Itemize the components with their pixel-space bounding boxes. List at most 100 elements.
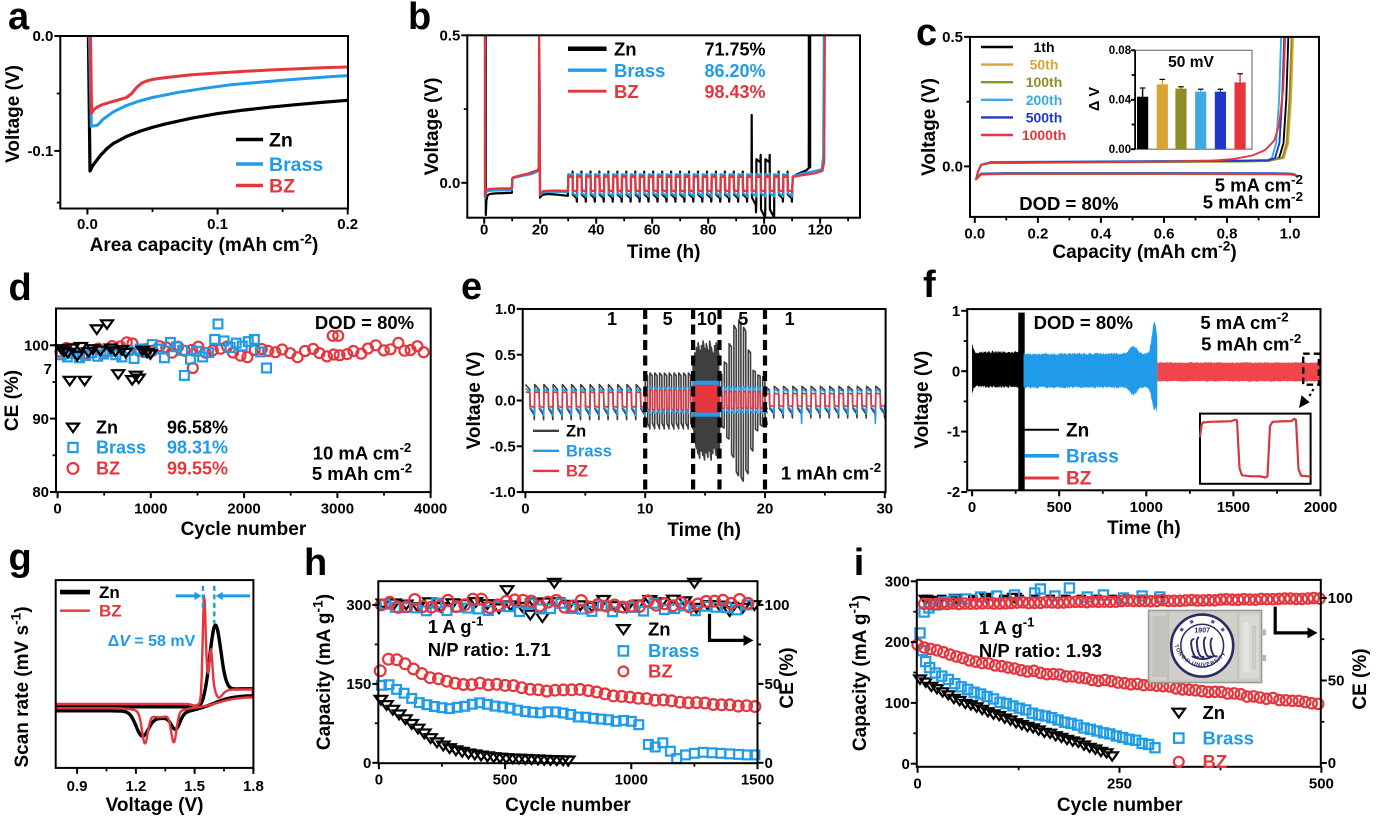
svg-text:3000: 3000 — [321, 501, 354, 518]
svg-text:BZ: BZ — [566, 463, 588, 481]
svg-text:CE (%): CE (%) — [2, 370, 23, 431]
svg-text:-1: -1 — [947, 424, 960, 441]
svg-text:0: 0 — [913, 775, 921, 792]
svg-text:20: 20 — [532, 222, 549, 239]
svg-text:c: c — [916, 12, 937, 54]
svg-text:7: 7 — [44, 361, 52, 378]
svg-text:99.55%: 99.55% — [167, 459, 228, 479]
svg-text:CE (%): CE (%) — [777, 647, 798, 708]
svg-text:0: 0 — [480, 222, 488, 239]
svg-text:200: 200 — [885, 634, 910, 651]
svg-text:30: 30 — [876, 501, 893, 518]
svg-text:0: 0 — [968, 499, 976, 516]
svg-text:1 mAh cm-2​: 1 mAh cm-2​ — [781, 460, 881, 483]
svg-text:Zn: Zn — [1066, 421, 1089, 442]
svg-text:0: 0 — [901, 756, 909, 773]
svg-text:b: b — [408, 0, 431, 38]
svg-text:Zn: Zn — [1203, 702, 1226, 723]
svg-text:150: 150 — [346, 676, 371, 693]
svg-text:0.0: 0.0 — [495, 393, 516, 410]
svg-text:10: 10 — [697, 309, 717, 329]
svg-text:0.6: 0.6 — [1154, 225, 1175, 242]
svg-text:1000: 1000 — [1130, 499, 1163, 516]
svg-text:100: 100 — [765, 597, 790, 614]
svg-text:CE (%): CE (%) — [1350, 648, 1371, 709]
svg-text:BZ: BZ — [648, 660, 673, 681]
svg-text:5: 5 — [738, 309, 748, 329]
svg-text:0.2: 0.2 — [1027, 225, 1048, 242]
svg-text:1000: 1000 — [615, 772, 648, 789]
svg-text:e: e — [461, 266, 482, 308]
svg-text:250: 250 — [1107, 775, 1132, 792]
svg-text:1907: 1907 — [1194, 627, 1210, 634]
svg-text:h: h — [304, 542, 327, 584]
svg-text:90: 90 — [32, 411, 49, 428]
svg-text:4000: 4000 — [414, 501, 447, 518]
svg-text:10 mA cm-2​: 10 mA cm-2​ — [313, 440, 412, 463]
svg-text:2000: 2000 — [227, 501, 260, 518]
svg-text:1000: 1000 — [134, 501, 167, 518]
svg-text:1500: 1500 — [741, 772, 774, 789]
svg-text:80: 80 — [700, 222, 717, 239]
svg-text:0: 0 — [765, 755, 773, 772]
svg-text:Cycle number: Cycle number — [1057, 795, 1183, 816]
svg-text:0.1: 0.1 — [207, 216, 228, 233]
svg-text:Brass: Brass — [614, 60, 665, 81]
svg-text:1000th: 1000th — [1022, 127, 1066, 143]
svg-text:Capacity (mA g-1​): Capacity (mA g-1​) — [846, 595, 871, 751]
svg-text:500: 500 — [1309, 775, 1334, 792]
svg-text:96.58%: 96.58% — [167, 418, 228, 438]
svg-text:5 mAh cm-2​: 5 mAh cm-2​ — [1201, 331, 1301, 354]
svg-text:0.00: 0.00 — [1109, 144, 1131, 156]
svg-text:0.0: 0.0 — [964, 225, 985, 242]
svg-text:f: f — [923, 264, 936, 306]
svg-text:Time (h): Time (h) — [1107, 518, 1181, 539]
svg-text:-2: -2 — [947, 484, 960, 501]
svg-text:0.5: 0.5 — [495, 347, 516, 364]
svg-text:500: 500 — [1047, 499, 1072, 516]
svg-text:0: 0 — [521, 501, 529, 518]
svg-text:60: 60 — [644, 222, 661, 239]
svg-text:100: 100 — [24, 337, 49, 354]
svg-text:-0.5: -0.5 — [490, 438, 516, 455]
svg-text:DOD = 80%: DOD = 80% — [1034, 312, 1133, 333]
svg-text:1: 1 — [607, 309, 617, 329]
svg-text:0.5: 0.5 — [439, 27, 460, 44]
svg-text:40: 40 — [588, 222, 605, 239]
svg-text:80: 80 — [32, 484, 49, 501]
svg-text:1.5: 1.5 — [184, 778, 205, 795]
svg-text:1.2: 1.2 — [125, 778, 146, 795]
svg-text:Capacity (mA g-1​): Capacity (mA g-1​) — [310, 594, 335, 750]
svg-text:0.0: 0.0 — [439, 175, 460, 192]
svg-text:98.31%: 98.31% — [167, 438, 228, 458]
svg-text:98.43%: 98.43% — [705, 82, 766, 102]
svg-text:g: g — [9, 537, 32, 579]
svg-text:1 A g-1​: 1 A g-1​ — [428, 614, 484, 637]
svg-text:200th: 200th — [1026, 92, 1063, 108]
svg-text:5 mAh cm-2​: 5 mAh cm-2​ — [1203, 189, 1303, 212]
svg-text:-1.0: -1.0 — [490, 484, 516, 501]
svg-text:Brass: Brass — [96, 438, 146, 458]
svg-text:50 mV: 50 mV — [1168, 54, 1214, 71]
svg-text:100: 100 — [752, 222, 777, 239]
svg-text:Cycle number: Cycle number — [505, 795, 631, 816]
svg-text:1 A g-1​: 1 A g-1​ — [979, 615, 1035, 638]
svg-text:0.0: 0.0 — [77, 216, 98, 233]
svg-text:0.9: 0.9 — [67, 778, 88, 795]
svg-text:Zn: Zn — [99, 583, 120, 602]
svg-text:Voltage (V): Voltage (V) — [3, 65, 24, 163]
svg-text:1.0: 1.0 — [495, 301, 516, 318]
svg-text:86.20%: 86.20% — [705, 61, 766, 81]
svg-text:71.75%: 71.75% — [705, 39, 766, 59]
svg-text:BZ: BZ — [96, 459, 120, 479]
svg-text:Brass: Brass — [1203, 727, 1254, 748]
svg-text:Brass: Brass — [648, 640, 699, 661]
svg-text:N/P ratio: 1.71: N/P ratio: 1.71 — [428, 639, 551, 660]
svg-text:0: 0 — [952, 363, 960, 380]
svg-text:Time (h): Time (h) — [667, 520, 741, 541]
svg-text:0: 0 — [375, 772, 383, 789]
svg-text:DOD = 80%: DOD = 80% — [1019, 193, 1118, 214]
svg-text:N/P ratio: 1.93: N/P ratio: 1.93 — [979, 640, 1102, 661]
svg-text:Brass: Brass — [269, 154, 323, 176]
svg-text:-0.1: -0.1 — [27, 143, 53, 160]
